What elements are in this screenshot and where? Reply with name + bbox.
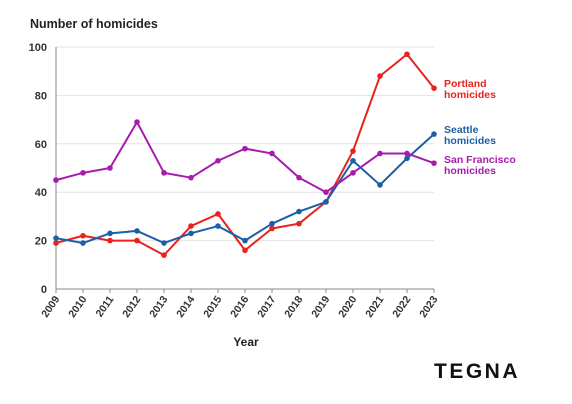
seattle-homicides-point <box>107 230 113 237</box>
portland-homicides-point <box>269 225 275 232</box>
seattle-homicides-point <box>323 199 329 205</box>
x-tick-label: 2009 <box>39 294 62 320</box>
portland-homicides-point <box>107 237 113 244</box>
x-tick-label: 2010 <box>66 294 89 320</box>
legend-sanfrancisco: San Francisco homicides <box>444 154 516 177</box>
x-tick-label: 2012 <box>120 294 143 320</box>
x-tick-label: 2022 <box>390 294 413 320</box>
portland-homicides-point <box>431 85 437 91</box>
y-tick-label: 20 <box>35 236 47 248</box>
y-tick-labels: 0 20 40 60 80 100 <box>29 42 47 296</box>
x-axis-title: Year <box>233 335 259 349</box>
san-francisco-homicides-point <box>431 160 437 166</box>
x-tick-label: 2015 <box>201 294 224 320</box>
portland-homicides-point <box>134 237 140 244</box>
san-francisco-homicides-point <box>296 174 302 181</box>
legend-seattle-line: Seattle <box>444 124 479 136</box>
san-francisco-homicides-point <box>242 145 248 152</box>
san-francisco-homicides-point <box>53 177 59 183</box>
seattle-homicides-point <box>188 230 194 237</box>
y-axis-title: Number of homicides <box>30 17 158 31</box>
san-francisco-homicides-point <box>323 189 329 195</box>
san-francisco-homicides-point <box>404 150 410 157</box>
san-francisco-homicides-point <box>377 150 383 157</box>
y-tick-label: 100 <box>29 42 47 54</box>
seattle-homicides-point <box>134 228 140 234</box>
y-tick-label: 40 <box>35 187 47 199</box>
legend-sanfrancisco-line: homicides <box>444 165 496 177</box>
seattle-homicides-point <box>215 223 221 229</box>
x-tick-label: 2019 <box>309 294 332 320</box>
legend-portland: Portland homicides <box>444 78 496 101</box>
x-tick-label: 2023 <box>417 294 440 320</box>
seattle-homicides-point <box>53 235 59 241</box>
san-francisco-homicides-point <box>269 150 275 157</box>
seattle-homicides-point <box>242 237 248 244</box>
x-tick-labels: 2009 2010 2011 2012 2013 2014 2015 2016 2017 2018… <box>39 294 440 320</box>
y-tick-label: 80 <box>35 90 47 102</box>
seattle-homicides-point <box>80 240 86 246</box>
seattle-homicides-point <box>269 220 275 227</box>
portland-homicides-point <box>161 252 167 258</box>
seattle-homicides-point <box>296 208 302 215</box>
seattle-homicides-point <box>350 157 356 164</box>
y-tick-label: 60 <box>35 139 47 151</box>
portland-homicides-point <box>296 220 302 227</box>
san-francisco-homicides-point <box>134 119 140 125</box>
x-tick-label: 2014 <box>174 294 197 320</box>
san-francisco-homicides-point <box>80 170 86 176</box>
seattle-homicides-point <box>431 131 437 137</box>
san-francisco-homicides-point <box>188 174 194 181</box>
legend-seattle: Seattle homicides <box>444 124 496 147</box>
portland-homicides-point <box>404 51 410 58</box>
series-lines <box>53 51 437 258</box>
x-tick-label: 2017 <box>255 294 278 320</box>
brand-logo: TEGNA <box>434 360 520 383</box>
x-tick-label: 2013 <box>147 294 170 320</box>
legend-sanfrancisco-line: San Francisco <box>444 154 516 166</box>
portland-homicides-point <box>53 240 59 246</box>
san-francisco-homicides-point <box>215 157 221 164</box>
san-francisco-homicides-point <box>107 165 113 171</box>
y-tick-label: 0 <box>41 284 47 296</box>
san-francisco-homicides-point <box>161 170 167 176</box>
legend-portland-line: homicides <box>444 89 496 101</box>
seattle-homicides-point <box>404 155 410 162</box>
portland-homicides-point <box>188 223 194 229</box>
portland-homicides-point <box>350 148 356 154</box>
portland-homicides-point <box>242 247 248 254</box>
san-francisco-homicides-point <box>350 170 356 176</box>
x-tick-label: 2018 <box>282 294 305 320</box>
x-tick-label: 2020 <box>336 294 359 320</box>
x-tick-label: 2011 <box>94 294 117 320</box>
legend-portland-line: Portland <box>444 78 487 90</box>
x-tick-label: 2016 <box>228 294 251 320</box>
seattle-homicides-point <box>377 182 383 188</box>
seattle-homicides-point <box>161 240 167 246</box>
portland-homicides-point <box>215 211 221 217</box>
x-tick-label: 2021 <box>363 294 386 320</box>
portland-homicides-point <box>377 73 383 79</box>
portland-homicides-point <box>80 232 86 239</box>
legend-seattle-line: homicides <box>444 135 496 147</box>
